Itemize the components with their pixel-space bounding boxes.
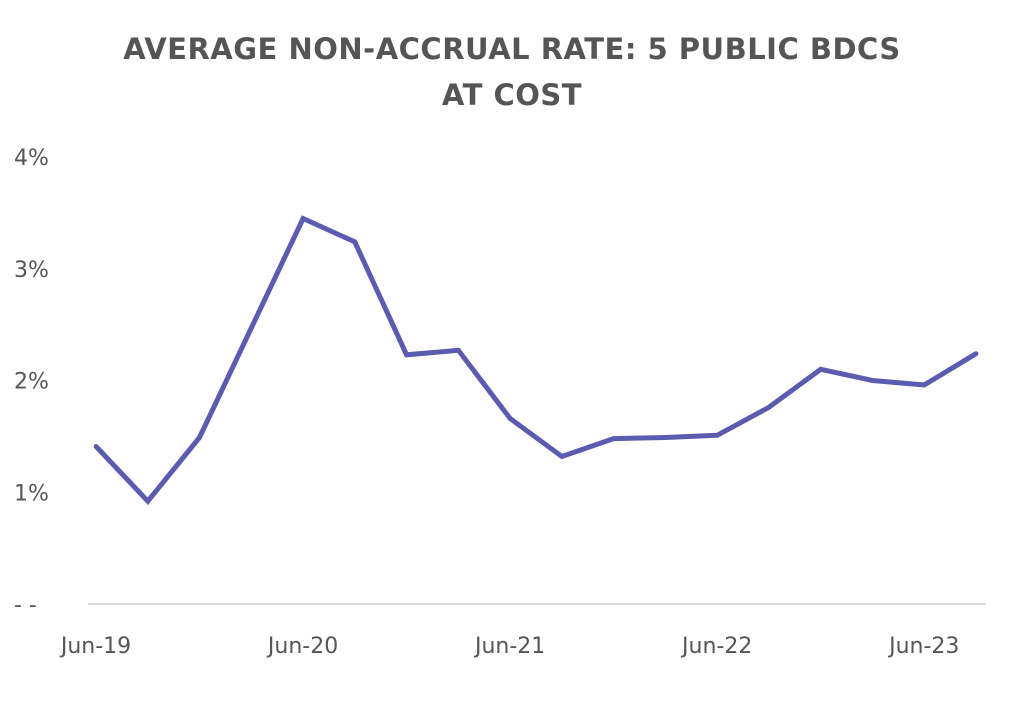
data-point bbox=[93, 444, 99, 449]
y-tick-label: 2% bbox=[14, 370, 49, 395]
x-tick-label: Jun-19 bbox=[59, 634, 131, 659]
data-point bbox=[921, 382, 927, 388]
data-point bbox=[714, 432, 720, 438]
data-point bbox=[404, 352, 409, 358]
x-tick-label: Jun-23 bbox=[887, 634, 959, 659]
x-tick-label: Jun-20 bbox=[266, 634, 338, 659]
data-point bbox=[973, 351, 979, 357]
chart-title: AVERAGE NON-ACCRUAL RATE: 5 PUBLIC BDCS … bbox=[0, 26, 1024, 118]
data-point bbox=[611, 436, 617, 442]
data-point bbox=[559, 454, 565, 459]
series-line bbox=[94, 215, 978, 505]
data-point bbox=[870, 378, 875, 383]
data-point bbox=[455, 347, 461, 353]
data-point bbox=[663, 435, 668, 440]
y-tick-label: 1% bbox=[14, 481, 49, 506]
y-tick-label: - - bbox=[14, 593, 37, 618]
y-tick-label: 3% bbox=[14, 258, 49, 283]
data-series bbox=[93, 215, 979, 505]
chart-title-line-2: AT COST bbox=[441, 78, 583, 112]
y-axis-tick-labels: - - 1% 2% 3% 4% bbox=[14, 146, 49, 618]
x-tick-label: Jun-22 bbox=[680, 634, 752, 659]
data-point bbox=[197, 435, 202, 440]
x-axis-tick-labels: Jun-19 Jun-20 Jun-21 Jun-22 Jun-23 bbox=[59, 634, 960, 659]
data-point bbox=[766, 404, 772, 410]
data-point bbox=[818, 366, 824, 372]
data-point bbox=[145, 498, 151, 504]
data-point bbox=[300, 216, 306, 221]
x-tick-label: Jun-21 bbox=[473, 634, 545, 659]
y-tick-label: 4% bbox=[14, 146, 49, 171]
data-point bbox=[507, 416, 513, 421]
data-point bbox=[352, 239, 358, 245]
data-point bbox=[248, 325, 254, 331]
chart-title-line-1: AVERAGE NON-ACCRUAL RATE: 5 PUBLIC BDCS bbox=[123, 32, 901, 66]
